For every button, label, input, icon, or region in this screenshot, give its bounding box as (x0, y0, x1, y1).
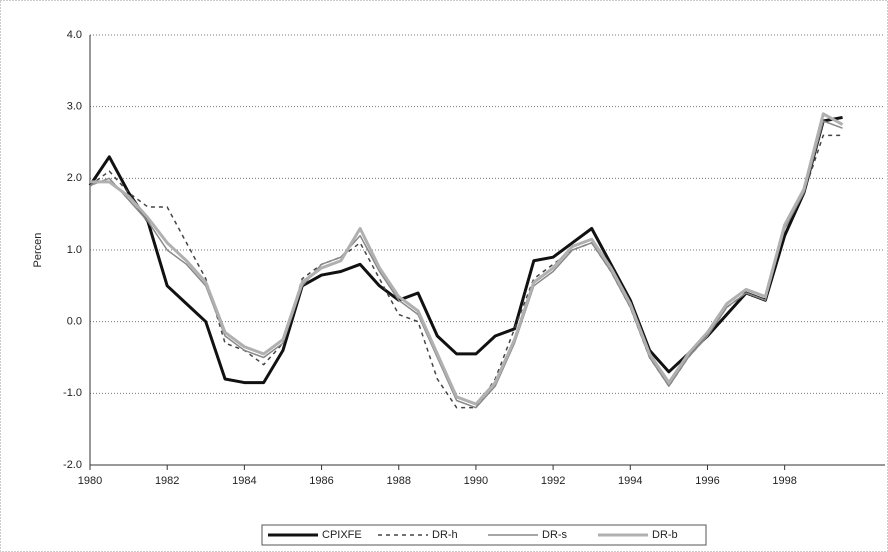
x-tick-label: 1992 (541, 475, 565, 487)
y-tick-label: 3.0 (67, 101, 82, 113)
x-tick-label: 1980 (78, 475, 102, 487)
y-axis-label: Percen (32, 233, 44, 268)
legend-label: CPIXFE (322, 529, 362, 541)
x-tick-label: 1990 (464, 475, 488, 487)
legend-box (261, 524, 707, 546)
x-tick-label: 1996 (695, 475, 719, 487)
x-tick-label: 1998 (772, 475, 796, 487)
y-tick-label: 0.0 (67, 316, 82, 328)
legend-label: DR-h (432, 529, 458, 541)
legend-label: DR-b (652, 529, 678, 541)
series-line (88, 115, 843, 385)
series-line (90, 112, 844, 406)
x-tick-label: 1988 (386, 475, 410, 487)
legend-label: DR-s (542, 529, 568, 541)
x-tick-label: 1986 (309, 475, 333, 487)
y-tick-label: -2.0 (63, 459, 82, 471)
x-tick-label: 1982 (155, 475, 179, 487)
y-tick-label: -1.0 (63, 387, 82, 399)
y-tick-label: 2.0 (67, 172, 82, 184)
y-tick-label: 1.0 (67, 244, 82, 256)
x-tick-label: 1994 (618, 475, 642, 487)
x-tick-label: 1984 (232, 475, 256, 487)
y-tick-label: 4.0 (67, 29, 82, 41)
